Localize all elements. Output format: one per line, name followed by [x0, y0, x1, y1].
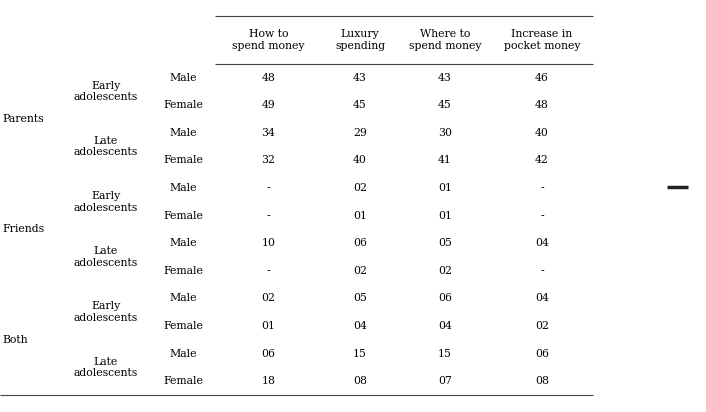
Text: Parents: Parents: [3, 114, 44, 124]
Text: Male: Male: [170, 293, 197, 304]
Text: Luxury
spending: Luxury spending: [335, 29, 385, 51]
Text: 29: 29: [353, 128, 367, 138]
Text: Male: Male: [170, 128, 197, 138]
Text: 15: 15: [353, 349, 367, 359]
Text: 08: 08: [353, 376, 367, 386]
Text: 02: 02: [353, 183, 367, 193]
Text: Female: Female: [164, 266, 203, 276]
Text: 46: 46: [535, 73, 549, 83]
Text: Female: Female: [164, 155, 203, 166]
Text: 43: 43: [438, 73, 452, 83]
Text: 01: 01: [438, 183, 452, 193]
Text: 01: 01: [261, 321, 275, 331]
Text: Female: Female: [164, 100, 203, 110]
Text: 02: 02: [261, 293, 275, 304]
Text: 02: 02: [535, 321, 549, 331]
Text: 04: 04: [438, 321, 452, 331]
Text: Female: Female: [164, 211, 203, 221]
Text: Late
adolescents: Late adolescents: [73, 136, 138, 157]
Text: -: -: [266, 211, 270, 221]
Text: 06: 06: [438, 293, 452, 304]
Text: Both: Both: [3, 335, 28, 345]
Text: Male: Male: [170, 238, 197, 248]
Text: 34: 34: [261, 128, 275, 138]
Text: 49: 49: [261, 100, 275, 110]
Text: Male: Male: [170, 73, 197, 83]
Text: Male: Male: [170, 349, 197, 359]
Text: 01: 01: [353, 211, 367, 221]
Text: 04: 04: [353, 321, 367, 331]
Text: Female: Female: [164, 321, 203, 331]
Text: 42: 42: [535, 155, 549, 166]
Text: 10: 10: [261, 238, 275, 248]
Text: 40: 40: [353, 155, 367, 166]
Text: Female: Female: [164, 376, 203, 386]
Text: 06: 06: [261, 349, 275, 359]
Text: 07: 07: [438, 376, 452, 386]
Text: 41: 41: [438, 155, 452, 166]
Text: 06: 06: [353, 238, 367, 248]
Text: 45: 45: [353, 100, 367, 110]
Text: 15: 15: [438, 349, 452, 359]
Text: How to
spend money: How to spend money: [232, 29, 304, 51]
Text: 01: 01: [438, 211, 452, 221]
Text: 08: 08: [535, 376, 549, 386]
Text: Early
adolescents: Early adolescents: [73, 81, 138, 102]
Text: 02: 02: [438, 266, 452, 276]
Text: Late
adolescents: Late adolescents: [73, 246, 138, 268]
Text: 40: 40: [535, 128, 549, 138]
Text: Early
adolescents: Early adolescents: [73, 191, 138, 213]
Text: 18: 18: [261, 376, 275, 386]
Text: -: -: [540, 183, 544, 193]
Text: 30: 30: [438, 128, 452, 138]
Text: Late
adolescents: Late adolescents: [73, 357, 138, 378]
Text: Friends: Friends: [3, 225, 45, 234]
Text: 04: 04: [535, 293, 549, 304]
Text: Where to
spend money: Where to spend money: [409, 29, 481, 51]
Text: -: -: [266, 266, 270, 276]
Text: -: -: [540, 266, 544, 276]
Text: Early
adolescents: Early adolescents: [73, 302, 138, 323]
Text: -: -: [266, 183, 270, 193]
Text: 02: 02: [353, 266, 367, 276]
Text: 48: 48: [261, 73, 275, 83]
Text: 05: 05: [438, 238, 452, 248]
Text: Increase in
pocket money: Increase in pocket money: [503, 29, 580, 51]
Text: Male: Male: [170, 183, 197, 193]
Text: 43: 43: [353, 73, 367, 83]
Text: 06: 06: [535, 349, 549, 359]
Text: 04: 04: [535, 238, 549, 248]
Text: -: -: [540, 211, 544, 221]
Text: 32: 32: [261, 155, 275, 166]
Text: 48: 48: [535, 100, 549, 110]
Text: 45: 45: [438, 100, 452, 110]
Text: 05: 05: [353, 293, 367, 304]
